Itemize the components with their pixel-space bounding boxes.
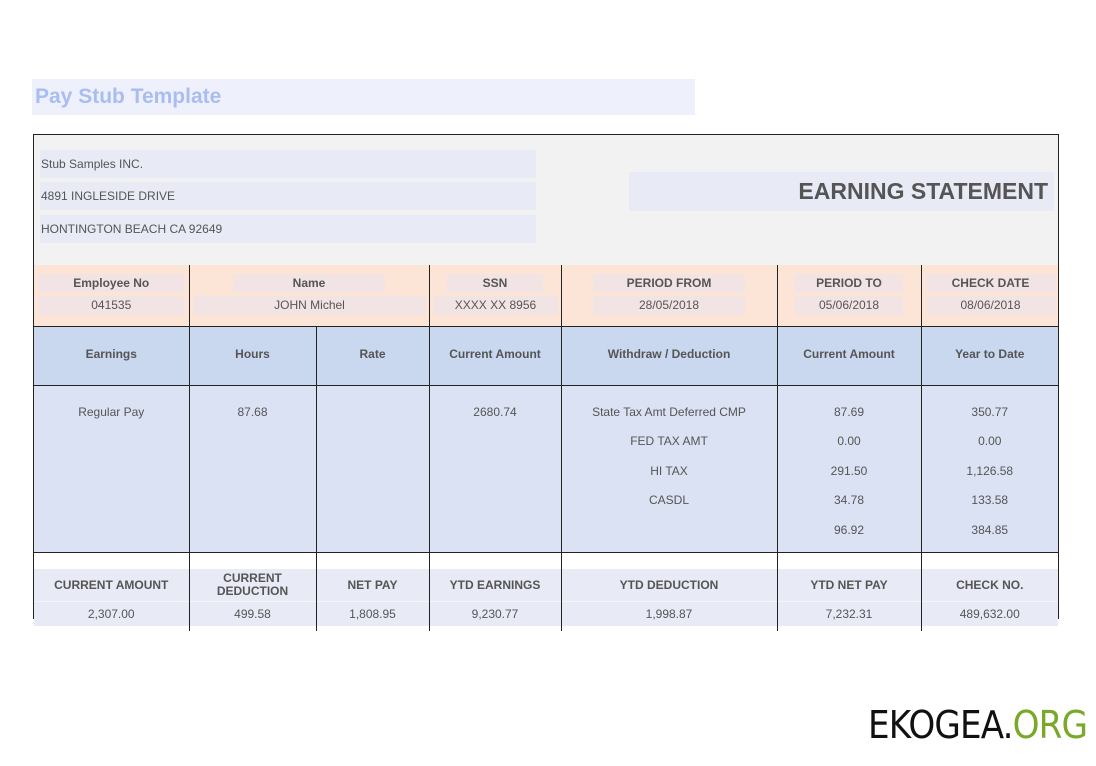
deduction-name: HI TAX xyxy=(650,463,688,478)
col-hours: Hours xyxy=(188,326,316,386)
summary-label: CURRENT AMOUNT xyxy=(34,569,189,601)
col-current-amount: Current Amount xyxy=(428,326,561,386)
deduction-names: State Tax Amt Deferred CMP FED TAX AMT H… xyxy=(560,385,777,553)
summary-value: 9,230.77 xyxy=(429,601,561,626)
name-value: JOHN Michel xyxy=(193,296,426,315)
name-cell: Name JOHN Michel xyxy=(188,265,429,327)
col-earnings: Earnings xyxy=(34,326,189,386)
check-date-cell: CHECK DATE 08/06/2018 xyxy=(920,265,1058,327)
summary-value: 1,998.87 xyxy=(561,601,777,626)
ssn-label: SSN xyxy=(447,274,543,292)
summary-label: YTD DEDUCTION xyxy=(561,569,777,601)
earnings-hours: 87.68 xyxy=(188,385,316,553)
summary-ytd-deduction: YTD DEDUCTION 1,998.87 xyxy=(560,552,777,631)
summary-label: CHECK NO. xyxy=(921,569,1058,601)
deduction-ytd-value: 1,126.58 xyxy=(966,463,1014,478)
summary-label: YTD EARNINGS xyxy=(429,569,561,601)
employee-no-value: 041535 xyxy=(38,296,185,315)
summary-check-no: CHECK NO. 489,632.00 xyxy=(920,552,1058,631)
col-withdraw-deduction: Withdraw / Deduction xyxy=(560,326,777,386)
summary-label: YTD NET PAY xyxy=(777,569,921,601)
deduction-name: CASDL xyxy=(648,493,689,507)
summary-current-amount: CURRENT AMOUNT 2,307.00 xyxy=(34,553,189,631)
check-date-value: 08/06/2018 xyxy=(925,296,1056,315)
rate-value xyxy=(317,405,429,435)
deduction-ytd-value: 133.58 xyxy=(971,493,1009,507)
employee-no-cell: Employee No 041535 xyxy=(34,265,189,327)
summary-value: 2,307.00 xyxy=(34,601,189,626)
earnings-type-value: Regular Pay xyxy=(78,404,145,419)
summary-ytd-net-pay: YTD NET PAY 7,232.31 xyxy=(776,552,921,631)
column-header-row: Earnings Hours Rate Current Amount Withd… xyxy=(34,326,1058,386)
summary-row: CURRENT AMOUNT 2,307.00 CURRENT DEDUCTION… xyxy=(34,552,1058,631)
hours-value: 87.68 xyxy=(237,404,268,419)
deduction-current-value: 87.69 xyxy=(833,404,865,419)
summary-label: CURRENT DEDUCTION xyxy=(189,569,316,601)
summary-current-deduction: CURRENT DEDUCTION 499.58 xyxy=(188,552,316,631)
company-address-line1: 4891 INGLESIDE DRIVE xyxy=(40,182,536,210)
ssn-cell: SSN XXXX XX 8956 xyxy=(428,265,561,327)
summary-net-pay: NET PAY 1,808.95 xyxy=(315,552,429,631)
col-rate: Rate xyxy=(315,326,429,386)
deduction-name: FED TAX AMT xyxy=(630,434,708,448)
stub-header: Stub Samples INC. 4891 INGLESIDE DRIVE H… xyxy=(34,135,1058,265)
earnings-rate xyxy=(315,385,429,553)
employee-no-label: Employee No xyxy=(38,274,185,292)
period-to-value: 05/06/2018 xyxy=(795,296,903,315)
deduction-ytd: 350.77 0.00 1,126.58 133.58 384.85 xyxy=(920,385,1058,553)
check-date-label: CHECK DATE xyxy=(925,274,1056,292)
deduction-name: State Tax Amt Deferred CMP xyxy=(592,404,746,419)
page-title: Pay Stub Template xyxy=(32,79,695,115)
col-deduction-current-amount: Current Amount xyxy=(776,326,921,386)
earnings-body-row: Regular Pay 87.68 2680.74 State Tax Amt … xyxy=(34,385,1058,553)
name-label: Name xyxy=(233,274,385,292)
deduction-ytd-value: 384.85 xyxy=(971,522,1009,537)
watermark-accent: ORG xyxy=(1012,703,1088,747)
ssn-value: XXXX XX 8956 xyxy=(433,296,558,315)
period-from-label: PERIOD FROM xyxy=(593,274,745,292)
deduction-current-value: 34.78 xyxy=(833,493,865,507)
employee-info-row: Employee No 041535 Name JOHN Michel SSN XXX… xyxy=(34,265,1058,327)
earnings-amount: 2680.74 xyxy=(428,385,561,553)
summary-value: 489,632.00 xyxy=(921,601,1058,626)
earnings-type: Regular Pay xyxy=(34,385,189,553)
current-amount-value: 2680.74 xyxy=(473,404,517,419)
deduction-ytd-value: 0.00 xyxy=(978,434,1002,448)
pay-table: Employee No 041535 Name JOHN Michel SSN XXX… xyxy=(34,265,1058,631)
company-name: Stub Samples INC. xyxy=(40,150,536,178)
company-address-line2: HONTINGTON BEACH CA 92649 xyxy=(40,215,536,243)
deduction-current-value: 291.50 xyxy=(830,463,868,478)
watermark-logo: EKOGEA.ORG xyxy=(868,703,1088,747)
period-to-label: PERIOD TO xyxy=(795,274,903,292)
period-from-cell: PERIOD FROM 28/05/2018 xyxy=(560,265,777,327)
deduction-current-value: 0.00 xyxy=(837,434,861,448)
summary-ytd-earnings: YTD EARNINGS 9,230.77 xyxy=(428,552,561,631)
summary-value: 7,232.31 xyxy=(777,601,921,626)
period-from-value: 28/05/2018 xyxy=(593,296,745,315)
deduction-current-value: 96.92 xyxy=(833,522,865,537)
deduction-ytd-value: 350.77 xyxy=(971,404,1009,419)
summary-value: 1,808.95 xyxy=(316,601,429,626)
watermark-main: EKOGEA. xyxy=(868,703,1013,747)
summary-value: 499.58 xyxy=(189,601,316,626)
deduction-current: 87.69 0.00 291.50 34.78 96.92 xyxy=(776,385,921,553)
period-to-cell: PERIOD TO 05/06/2018 xyxy=(776,265,921,327)
summary-label: NET PAY xyxy=(316,569,429,601)
pay-stub: Stub Samples INC. 4891 INGLESIDE DRIVE H… xyxy=(33,134,1059,631)
statement-title: EARNING STATEMENT xyxy=(629,172,1054,211)
col-year-to-date: Year to Date xyxy=(920,326,1058,386)
